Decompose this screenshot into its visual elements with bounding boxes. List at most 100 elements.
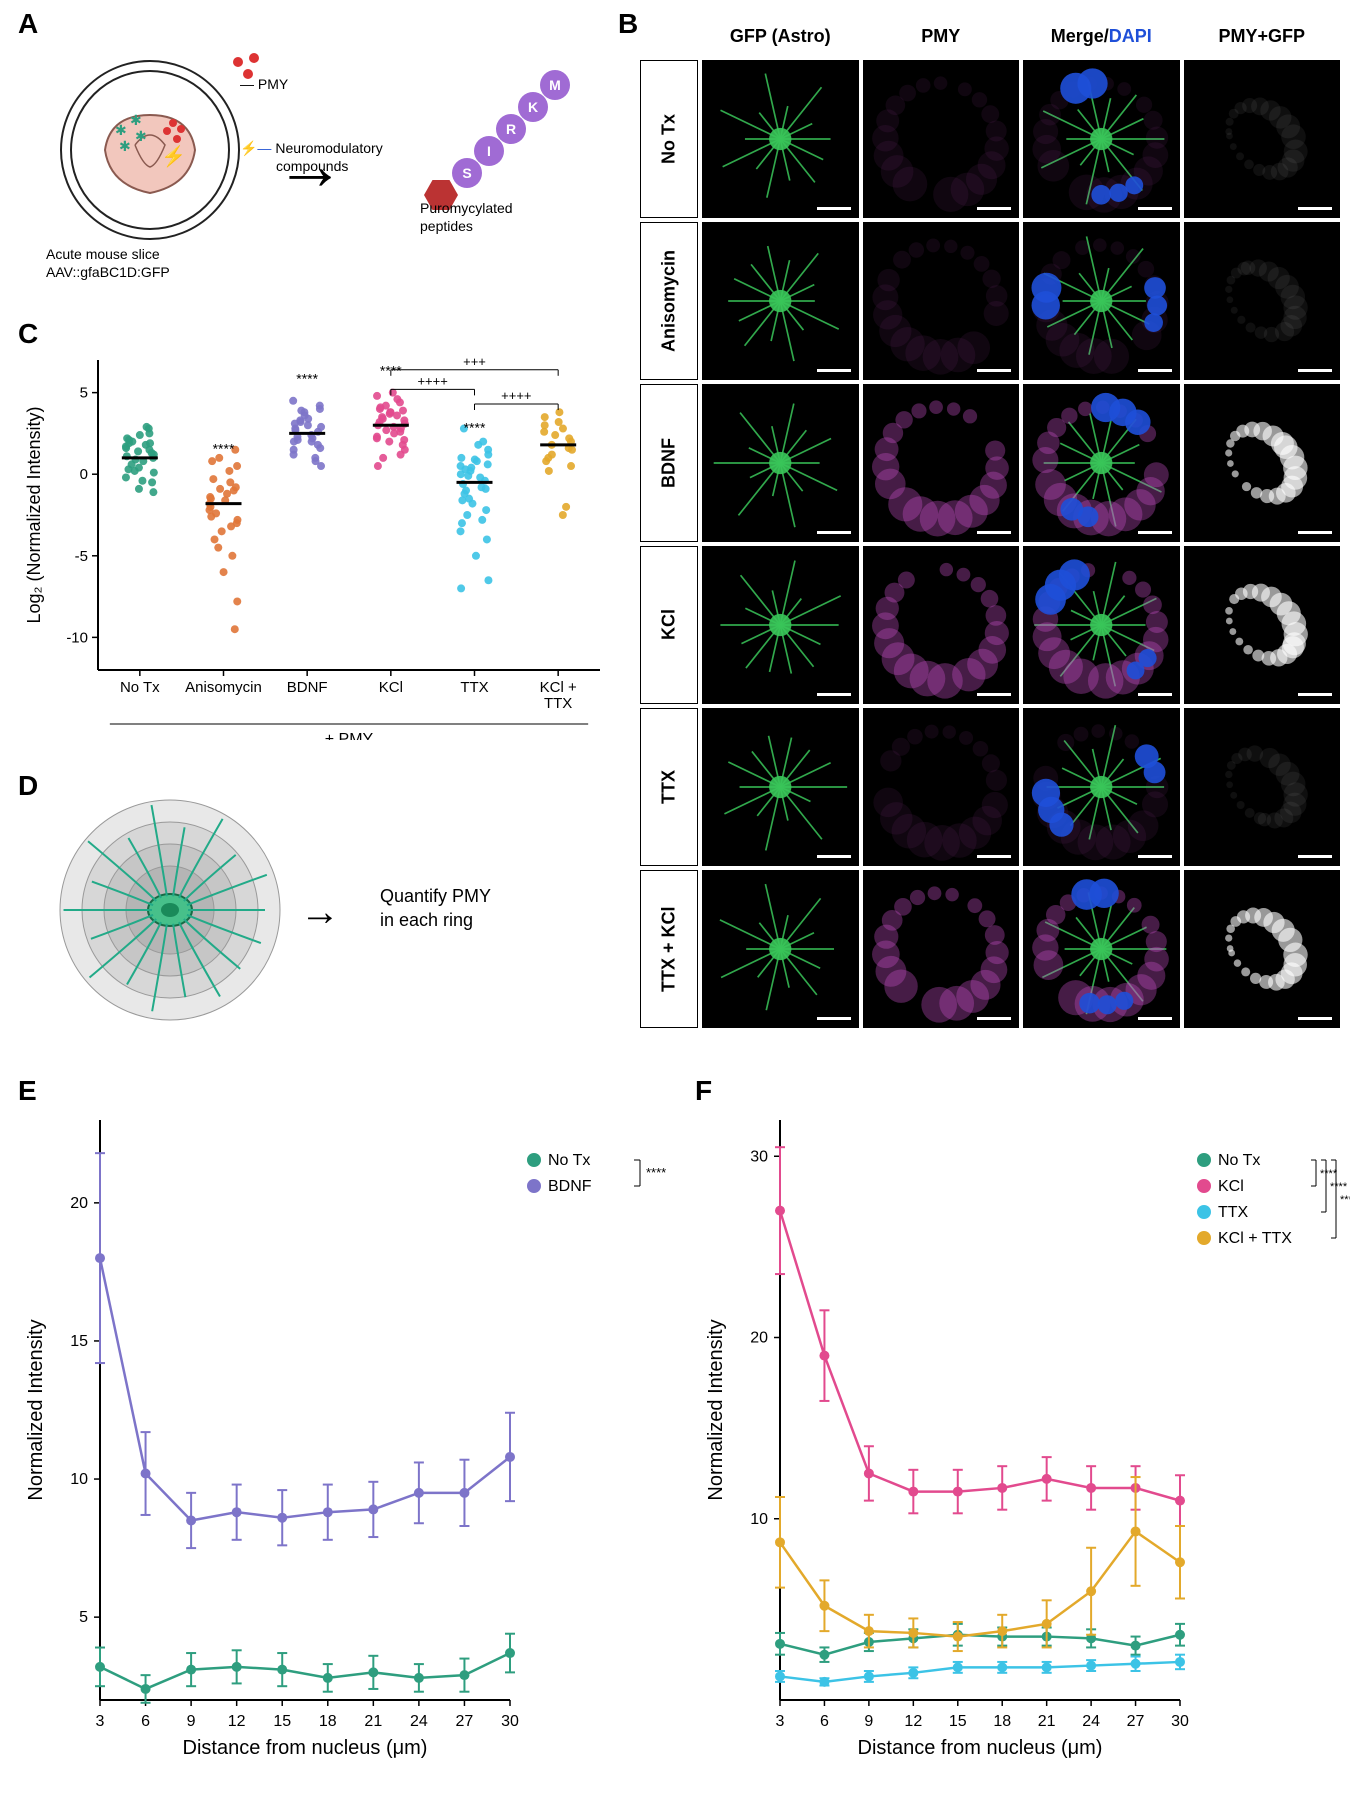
svg-text:30: 30 [750, 1148, 768, 1165]
micrograph-cell [863, 60, 1020, 218]
svg-text:KCl + TTX: KCl + TTX [1218, 1230, 1292, 1247]
micrograph-cell [1184, 708, 1341, 866]
micrograph-cell [1023, 870, 1180, 1028]
micrograph-cell [1023, 546, 1180, 704]
micrograph-cell [1184, 384, 1341, 542]
scatter-chart: -10-505Log₂ (Normalized Intensity)No TxA… [20, 330, 620, 740]
svg-text:BDNF: BDNF [287, 679, 328, 696]
svg-text:No Tx: No Tx [548, 1152, 590, 1169]
svg-text:No Tx: No Tx [120, 679, 160, 696]
brain-slice-icon: ✱ ✱ ✱ ✱ ⚡ [95, 105, 205, 195]
svg-text:15: 15 [273, 1713, 291, 1730]
col-head-0: GFP (Astro) [702, 20, 859, 56]
peptide-icon: M K R I S [400, 70, 600, 270]
svg-text:****: **** [646, 1165, 666, 1180]
micrograph-cell [1184, 222, 1341, 380]
micrograph-grid: GFP (Astro) PMY Merge/DAPI PMY+GFP No Tx… [640, 20, 1340, 1028]
svg-text:++++: ++++ [417, 373, 447, 388]
svg-text:+++: +++ [463, 354, 486, 369]
svg-text:15: 15 [949, 1713, 967, 1730]
svg-text:✱: ✱ [135, 128, 147, 144]
label-B: B [618, 8, 638, 40]
micrograph-cell [702, 546, 859, 704]
d-label2: in each ring [380, 910, 473, 931]
svg-text:18: 18 [319, 1713, 337, 1730]
micrograph-cell [863, 708, 1020, 866]
svg-text:5: 5 [80, 385, 88, 402]
label-D: D [18, 770, 38, 802]
svg-text:18: 18 [993, 1713, 1011, 1730]
svg-text:6: 6 [141, 1713, 150, 1730]
micrograph-cell [702, 384, 859, 542]
col-head-1: PMY [863, 20, 1020, 56]
svg-text:3: 3 [776, 1713, 785, 1730]
micrograph-cell [702, 222, 859, 380]
svg-text:10: 10 [70, 1471, 88, 1488]
label-A: A [18, 8, 38, 40]
micrograph-cell [1023, 60, 1180, 218]
panel-B: GFP (Astro) PMY Merge/DAPI PMY+GFP No Tx… [640, 20, 1340, 1060]
col-head-3: PMY+GFP [1184, 20, 1341, 56]
svg-text:10: 10 [750, 1511, 768, 1528]
micrograph-cell [1184, 60, 1341, 218]
svg-text:****: **** [1320, 1168, 1338, 1180]
svg-text:KCl +: KCl + [540, 679, 577, 696]
panel-E: 510152036912151821242730Distance from nu… [20, 1090, 680, 1770]
svg-text:BDNF: BDNF [548, 1178, 592, 1195]
line-chart-F: 10203036912151821242730Distance from nuc… [700, 1090, 1350, 1770]
micrograph-cell [702, 708, 859, 866]
svg-text:9: 9 [864, 1713, 873, 1730]
svg-text:Log₂ (Normalized Intensity): Log₂ (Normalized Intensity) [24, 406, 44, 623]
svg-text:15: 15 [70, 1333, 88, 1350]
micrograph-cell [1184, 870, 1341, 1028]
svg-text:24: 24 [1082, 1713, 1100, 1730]
svg-text:KCl: KCl [1218, 1178, 1244, 1195]
svg-text:Distance from nucleus (μm): Distance from nucleus (μm) [858, 1737, 1103, 1759]
svg-text:TTX: TTX [1218, 1204, 1249, 1221]
panel-A: ✱ ✱ ✱ ✱ ⚡ — PMY ⚡— Neuromodulatory compo… [40, 30, 600, 290]
svg-text:Normalized Intensity: Normalized Intensity [705, 1319, 727, 1500]
svg-text:6: 6 [820, 1713, 829, 1730]
svg-text:⚡: ⚡ [161, 144, 186, 168]
row-label: TTX + KCl [640, 870, 698, 1028]
svg-text:12: 12 [228, 1713, 246, 1730]
svg-text:****: **** [296, 370, 318, 386]
annot-pmy: PMY [258, 76, 288, 92]
svg-text:12: 12 [904, 1713, 922, 1730]
micrograph-cell [1023, 708, 1180, 866]
svg-text:Distance from nucleus (μm): Distance from nucleus (μm) [183, 1737, 428, 1759]
micrograph-cell [863, 222, 1020, 380]
svg-text:No Tx: No Tx [1218, 1152, 1260, 1169]
annot-pep2: peptides [420, 218, 473, 234]
panel-C: -10-505Log₂ (Normalized Intensity)No TxA… [20, 330, 620, 740]
micrograph-cell [863, 870, 1020, 1028]
svg-text:9: 9 [187, 1713, 196, 1730]
svg-text:✱: ✱ [130, 112, 142, 128]
svg-text:✱: ✱ [115, 122, 127, 138]
annot-cap1: Acute mouse slice [46, 246, 160, 262]
micrograph-cell [1023, 222, 1180, 380]
svg-text:✱: ✱ [119, 138, 131, 154]
micrograph-cell [863, 546, 1020, 704]
svg-text:27: 27 [1127, 1713, 1145, 1730]
arrow-icon-d: → [300, 890, 340, 935]
svg-text:Anisomycin: Anisomycin [185, 679, 262, 696]
row-label: Anisomycin [640, 222, 698, 380]
panel-D: → Quantify PMY in each ring [40, 790, 600, 1050]
svg-text:21: 21 [1038, 1713, 1056, 1730]
figure-root: A B C D E F ✱ ✱ ✱ ✱ ⚡ — PMY ⚡— Neuromodu… [0, 0, 1372, 1800]
panel-F: 10203036912151821242730Distance from nuc… [700, 1090, 1350, 1770]
svg-text:TTX: TTX [460, 679, 488, 696]
svg-text:5: 5 [79, 1609, 88, 1626]
col-head-2: Merge/DAPI [1023, 20, 1180, 56]
row-label: BDNF [640, 384, 698, 542]
micrograph-cell [702, 870, 859, 1028]
micrograph-cell [1184, 546, 1341, 704]
svg-text:-10: -10 [66, 629, 88, 646]
dish-icon: ✱ ✱ ✱ ✱ ⚡ [60, 60, 240, 240]
svg-text:20: 20 [70, 1195, 88, 1212]
svg-text:++++: ++++ [501, 388, 531, 403]
arrow-icon: → [275, 125, 345, 205]
svg-text:27: 27 [456, 1713, 474, 1730]
svg-text:Normalized Intensity: Normalized Intensity [25, 1319, 47, 1500]
